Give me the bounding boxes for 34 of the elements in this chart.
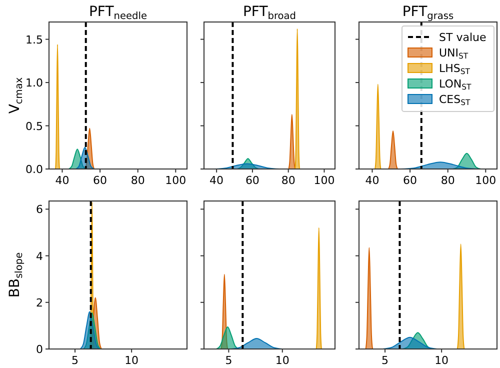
x-tick-label: 80: [281, 174, 296, 187]
x-tick-label: 5: [72, 354, 79, 367]
y-tick-label: 2: [36, 296, 43, 310]
y-tick-label: 4: [36, 250, 43, 263]
legend-label: LON$_{ST}$: [439, 78, 472, 92]
ref-line-label: ST value: [439, 31, 486, 44]
x-tick-label: 10: [124, 354, 139, 367]
x-tick-label: 60: [93, 174, 108, 187]
y-tick-label: 0.5: [26, 120, 43, 133]
chart-title: PFT$_{grass}$: [402, 4, 454, 22]
x-tick-label: 60: [245, 174, 260, 187]
x-tick-label: 100: [165, 174, 186, 187]
x-tick-label: 5: [382, 354, 389, 367]
x-tick-label: 80: [440, 174, 455, 187]
x-tick-label: 10: [275, 354, 290, 367]
y-tick-label: 1.5: [26, 33, 43, 46]
legend-label: LHS$_{ST}$: [439, 62, 470, 76]
x-tick-label: 100: [314, 174, 335, 187]
chart-title: PFT$_{needle}$: [88, 4, 148, 22]
legend-label: CES$_{ST}$: [439, 93, 471, 107]
x-tick-label: 5: [225, 354, 232, 367]
y-tick-label: 6: [36, 203, 43, 216]
legend-label: UNI$_{ST}$: [439, 46, 468, 60]
x-tick-label: 80: [130, 174, 145, 187]
y-tick-label: 1.0: [26, 76, 43, 90]
x-tick-label: 40: [55, 174, 70, 187]
y-tick-label: 0: [36, 343, 43, 356]
x-tick-label: 100: [475, 174, 496, 187]
x-tick-label: 60: [403, 174, 418, 187]
y-tick-label: 0.0: [26, 163, 43, 176]
chart-title: PFT$_{broad}$: [242, 4, 296, 22]
x-tick-label: 40: [365, 174, 380, 187]
x-tick-label: 10: [434, 354, 449, 367]
x-tick-label: 40: [210, 174, 224, 187]
